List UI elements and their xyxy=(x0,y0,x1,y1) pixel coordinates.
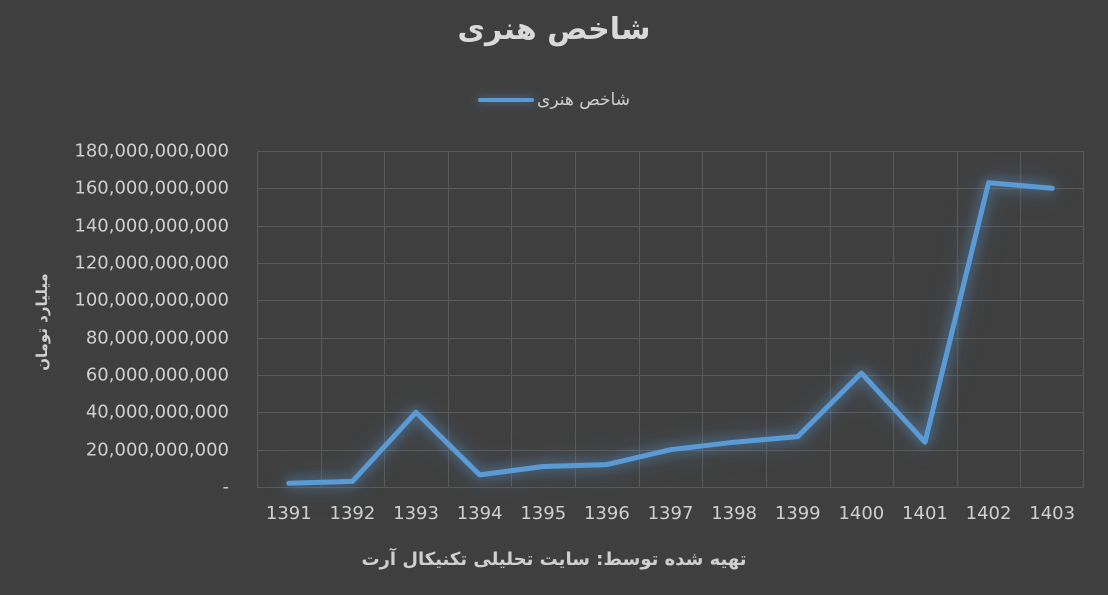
y-tick-label: 160,000,000,000 xyxy=(74,177,229,199)
gridline-horizontal xyxy=(257,300,1084,301)
x-tick-label: 1393 xyxy=(393,503,439,524)
chart-title: شاخص هنری xyxy=(457,12,651,47)
gridline-vertical xyxy=(639,151,640,487)
x-tick-label: 1403 xyxy=(1029,503,1076,524)
y-tick-label: 60,000,000,000 xyxy=(85,364,229,386)
plot-area xyxy=(257,151,1084,488)
gridline-horizontal xyxy=(257,412,1084,413)
gridline-vertical xyxy=(766,151,767,487)
gridline-horizontal xyxy=(257,487,1084,488)
gridline-horizontal xyxy=(257,188,1084,189)
gridline-vertical xyxy=(511,151,512,487)
gridline-horizontal xyxy=(257,151,1084,152)
x-tick-label: 1392 xyxy=(329,503,376,524)
y-axis-tick-labels: - 20,000,000,000 40,000,000,000 60,000,000,… xyxy=(0,0,229,595)
x-tick-label: 1394 xyxy=(456,503,503,524)
x-tick-label: 1399 xyxy=(774,503,821,524)
y-tick-label: 80,000,000,000 xyxy=(85,327,229,349)
series-line xyxy=(286,180,1055,486)
gridline-horizontal xyxy=(257,375,1084,376)
y-tick-label: 140,000,000,000 xyxy=(74,215,229,237)
gridline-vertical xyxy=(893,151,894,487)
series-line-chart xyxy=(286,180,1055,486)
x-tick-label: 1398 xyxy=(711,503,758,524)
gridline-vertical xyxy=(1020,151,1021,487)
y-tick-label: 120,000,000,000 xyxy=(74,252,229,274)
x-tick-label: 1397 xyxy=(647,503,694,524)
y-tick-label: - xyxy=(222,476,230,498)
x-tick-label: 1391 xyxy=(265,503,312,524)
gridline-vertical xyxy=(702,151,703,487)
gridline-horizontal xyxy=(257,338,1084,339)
x-tick-label: 1396 xyxy=(583,503,630,524)
x-axis-title: تهیه شده توسط: سایت تحلیلی تکنیکال آرت xyxy=(361,549,747,570)
gridline-vertical xyxy=(384,151,385,487)
x-tick-label: 1401 xyxy=(902,503,948,524)
gridline-vertical xyxy=(1083,151,1084,487)
gridline-horizontal xyxy=(257,263,1084,264)
x-tick-label: 1402 xyxy=(965,503,1012,524)
y-tick-label: 100,000,000,000 xyxy=(74,289,229,311)
x-tick-label: 1400 xyxy=(838,503,885,524)
legend-line-marker-icon xyxy=(478,98,535,102)
gridline-vertical xyxy=(321,151,322,487)
gridline-vertical xyxy=(830,151,831,487)
y-tick-label: 40,000,000,000 xyxy=(85,401,229,423)
legend-label: شاخص هنری xyxy=(537,90,630,110)
gridline-horizontal xyxy=(257,226,1084,227)
gridline-vertical xyxy=(257,151,258,487)
gridline-vertical xyxy=(575,151,576,487)
x-tick-label: 1395 xyxy=(520,503,567,524)
y-tick-label: 180,000,000,000 xyxy=(74,140,229,162)
legend: شاخص هنری xyxy=(0,88,1108,112)
y-tick-label: 20,000,000,000 xyxy=(85,439,229,461)
gridline-vertical xyxy=(448,151,449,487)
